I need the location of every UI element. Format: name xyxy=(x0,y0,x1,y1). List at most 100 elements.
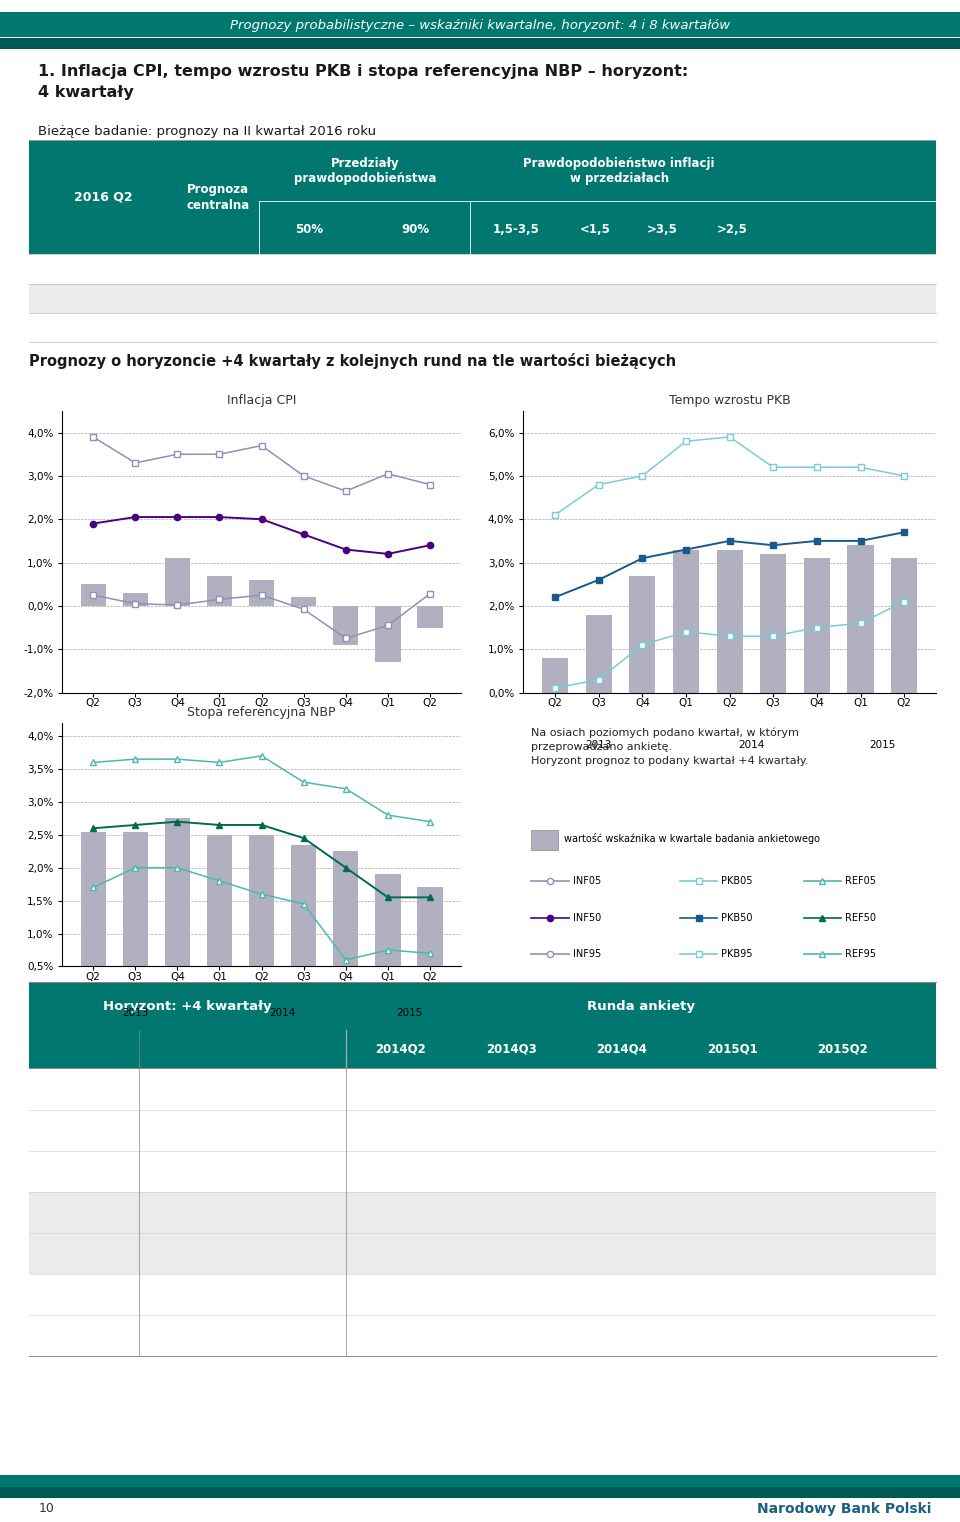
Title: Stopa referencyjna NBP: Stopa referencyjna NBP xyxy=(187,706,336,718)
Text: 2014: 2014 xyxy=(270,740,296,750)
Text: 56%: 56% xyxy=(388,1164,414,1178)
Bar xyxy=(333,851,358,1000)
Bar xyxy=(418,887,443,1000)
Text: Prognoza
centralna: Prognoza centralna xyxy=(187,183,250,212)
Text: 3,6: 3,6 xyxy=(612,1247,631,1260)
Text: 0,4 – 2,8: 0,4 – 2,8 xyxy=(388,262,443,275)
Text: 3,1: 3,1 xyxy=(502,1123,520,1137)
Text: REF50: REF50 xyxy=(845,913,876,922)
Text: 3,5: 3,5 xyxy=(612,1205,631,1219)
Bar xyxy=(29,982,936,1030)
Bar xyxy=(760,554,786,693)
Text: 3,2 – 4,1: 3,2 – 4,1 xyxy=(283,292,336,304)
Text: <1,5: <1,5 xyxy=(580,222,611,236)
Bar xyxy=(29,254,936,283)
Bar xyxy=(0,38,960,49)
Bar xyxy=(249,580,275,606)
Bar xyxy=(29,1274,936,1315)
Bar xyxy=(0,1487,960,1498)
Bar xyxy=(165,559,190,606)
Text: 1,92: 1,92 xyxy=(498,1288,524,1301)
Text: Stopa referencyjna: Stopa referencyjna xyxy=(35,321,154,335)
Text: Tempo wzrostu PKB: Tempo wzrostu PKB xyxy=(35,292,156,304)
Text: >2,5: >2,5 xyxy=(716,222,748,236)
Bar xyxy=(29,1030,936,1068)
Bar xyxy=(532,829,559,849)
Text: 2,4: 2,4 xyxy=(833,1123,852,1137)
Bar xyxy=(29,1068,936,1110)
Text: Runda ankiety: Runda ankiety xyxy=(587,1000,695,1012)
Text: 1,0 – 1,8: 1,0 – 1,8 xyxy=(282,262,337,275)
Title: Inflacja CPI: Inflacja CPI xyxy=(227,394,297,406)
Text: x: x xyxy=(591,292,599,304)
Text: niepewność (REF95-REF05): niepewność (REF95-REF05) xyxy=(144,1329,305,1342)
Bar xyxy=(0,1475,960,1487)
Text: x: x xyxy=(659,292,666,304)
Text: 3,6: 3,6 xyxy=(392,1123,410,1137)
Bar xyxy=(29,1110,936,1151)
Bar xyxy=(29,1233,936,1274)
Text: 2013: 2013 xyxy=(586,740,612,750)
Bar xyxy=(206,836,232,1000)
Text: x: x xyxy=(513,292,519,304)
Bar xyxy=(804,559,830,693)
Text: 1,55: 1,55 xyxy=(204,321,232,335)
Bar xyxy=(123,831,148,1000)
Text: 2014Q3: 2014Q3 xyxy=(486,1043,537,1056)
Text: 56%: 56% xyxy=(581,262,610,275)
Bar xyxy=(629,575,656,693)
Text: 1,0: 1,0 xyxy=(612,1082,631,1096)
Text: 2015Q2: 2015Q2 xyxy=(817,1043,868,1056)
Text: 1,3: 1,3 xyxy=(502,1082,520,1096)
Text: 3,6: 3,6 xyxy=(392,1205,410,1219)
Bar xyxy=(123,594,148,606)
Text: 2,9: 2,9 xyxy=(833,1247,852,1260)
Text: 2,50: 2,50 xyxy=(388,1288,414,1301)
Text: 7%: 7% xyxy=(722,262,742,275)
Text: 2,01: 2,01 xyxy=(388,1329,414,1342)
Text: 2013: 2013 xyxy=(122,1008,149,1018)
Text: 50%: 50% xyxy=(296,222,324,236)
Text: Prognozy o horyzoncie +4 kwartały z kolejnych rund na tle wartości bieżących: Prognozy o horyzoncie +4 kwartały z kole… xyxy=(29,353,676,370)
Text: REF95: REF95 xyxy=(845,950,876,959)
Text: 4,6: 4,6 xyxy=(392,1247,410,1260)
Text: 1,7: 1,7 xyxy=(392,1082,410,1096)
Text: 33%: 33% xyxy=(498,1164,524,1178)
Text: 3,7: 3,7 xyxy=(723,1123,741,1137)
Text: Tempo
wzrostu PKB: Tempo wzrostu PKB xyxy=(34,1218,107,1248)
Text: 2015: 2015 xyxy=(869,740,896,750)
Text: Inflacja CPI: Inflacja CPI xyxy=(34,1123,99,1137)
Text: x: x xyxy=(513,321,519,335)
Bar xyxy=(673,549,699,693)
Bar xyxy=(291,845,317,1000)
Text: 2013: 2013 xyxy=(122,740,149,750)
Text: Na osiach poziomych podano kwartał, w którym
przeprowadzano ankietę.
Horyzont pr: Na osiach poziomych podano kwartał, w kt… xyxy=(532,728,809,766)
Text: 1,5-3,5: 1,5-3,5 xyxy=(492,222,540,236)
Text: Przedziały
prawdopodobieństwa: Przedziały prawdopodobieństwa xyxy=(294,157,436,184)
Text: Bieżące badanie: prognozy na II kwartał 2016 roku: Bieżące badanie: prognozy na II kwartał … xyxy=(38,125,376,139)
Text: 2015: 2015 xyxy=(396,1008,422,1018)
Text: 3,4: 3,4 xyxy=(723,1205,741,1219)
Text: 1,95: 1,95 xyxy=(829,1329,855,1342)
Bar xyxy=(375,874,400,1000)
Text: 43%: 43% xyxy=(829,1164,855,1178)
Text: prognoza centralna: prognoza centralna xyxy=(144,1288,259,1301)
Text: 2014: 2014 xyxy=(270,1008,296,1018)
Text: 16%: 16% xyxy=(609,1164,635,1178)
Text: 1,50: 1,50 xyxy=(719,1288,745,1301)
Text: 2016 Q2: 2016 Q2 xyxy=(74,190,132,204)
Bar xyxy=(165,819,190,1000)
Text: 43%: 43% xyxy=(502,262,530,275)
Bar xyxy=(81,584,106,606)
Text: 3,7: 3,7 xyxy=(208,292,228,304)
Text: niepewność (INF95-INF05): niepewność (INF95-INF05) xyxy=(144,1123,299,1137)
Text: prognoza centralna: prognoza centralna xyxy=(144,1082,259,1096)
Bar xyxy=(333,606,358,645)
Bar xyxy=(206,575,232,606)
Text: 2,61: 2,61 xyxy=(498,1329,524,1342)
Bar xyxy=(291,597,317,606)
Text: Prognozy probabilistyczne – wskaźniki kwartalne, horyzont: 4 i 8 kwartałów: Prognozy probabilistyczne – wskaźniki kw… xyxy=(230,18,730,32)
Bar xyxy=(29,1315,936,1356)
Title: Tempo wzrostu PKB: Tempo wzrostu PKB xyxy=(669,394,790,406)
Text: PKB50: PKB50 xyxy=(721,913,753,922)
